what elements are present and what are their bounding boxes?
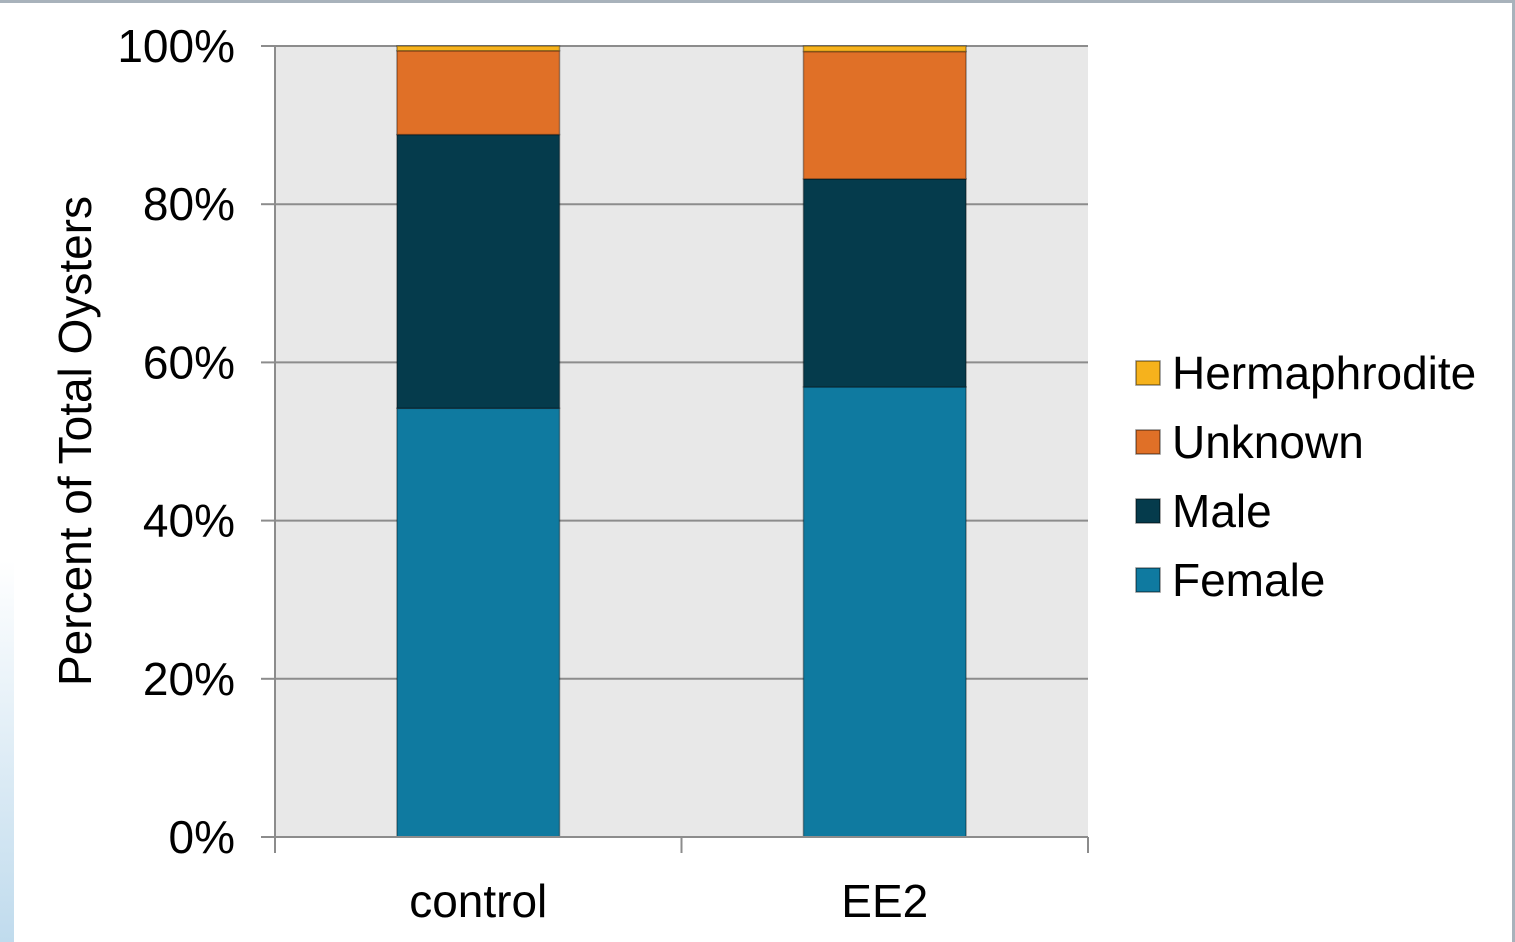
bar-ee2-hermaphrodite [802,45,967,53]
legend: Hermaphrodite Unknown Male Female [1135,347,1476,606]
legend-swatch-hermaphrodite [1135,360,1161,386]
y-tick-label-80: 80% [143,178,235,230]
bar-ee2-male [802,178,967,388]
decorative-edge-gradient [0,560,14,942]
x-tick-labels: control EE2 [409,875,928,927]
y-tick-labels: 0% 20% 40% 60% 80% 100% [117,20,235,863]
bars [396,45,967,838]
legend-swatch-unknown [1135,429,1161,455]
bar-control-female [396,407,561,838]
legend-swatch-male [1135,498,1161,524]
y-axis-title: Percent of Total Oysters [49,196,101,686]
x-tick-label-ee2: EE2 [841,875,928,927]
axes [261,45,1089,853]
legend-label-male: Male [1172,485,1272,537]
y-tick-label-60: 60% [143,336,235,388]
y-tick-label-40: 40% [143,495,235,547]
y-tick-label-0: 0% [169,811,235,863]
bar-ee2-female [802,386,967,838]
legend-label-hermaphrodite: Hermaphrodite [1172,347,1476,399]
y-tick-label-100: 100% [117,20,235,72]
legend-label-female: Female [1172,554,1325,606]
bar-ee2-unknown [802,50,967,180]
y-tick-label-20: 20% [143,653,235,705]
x-tick-label-control: control [409,875,547,927]
bar-control-male [396,133,561,410]
legend-label-unknown: Unknown [1172,416,1364,468]
legend-swatch-female [1135,567,1161,593]
bar-control-unknown [396,49,561,136]
bar-control-hermaphrodite [396,45,561,52]
